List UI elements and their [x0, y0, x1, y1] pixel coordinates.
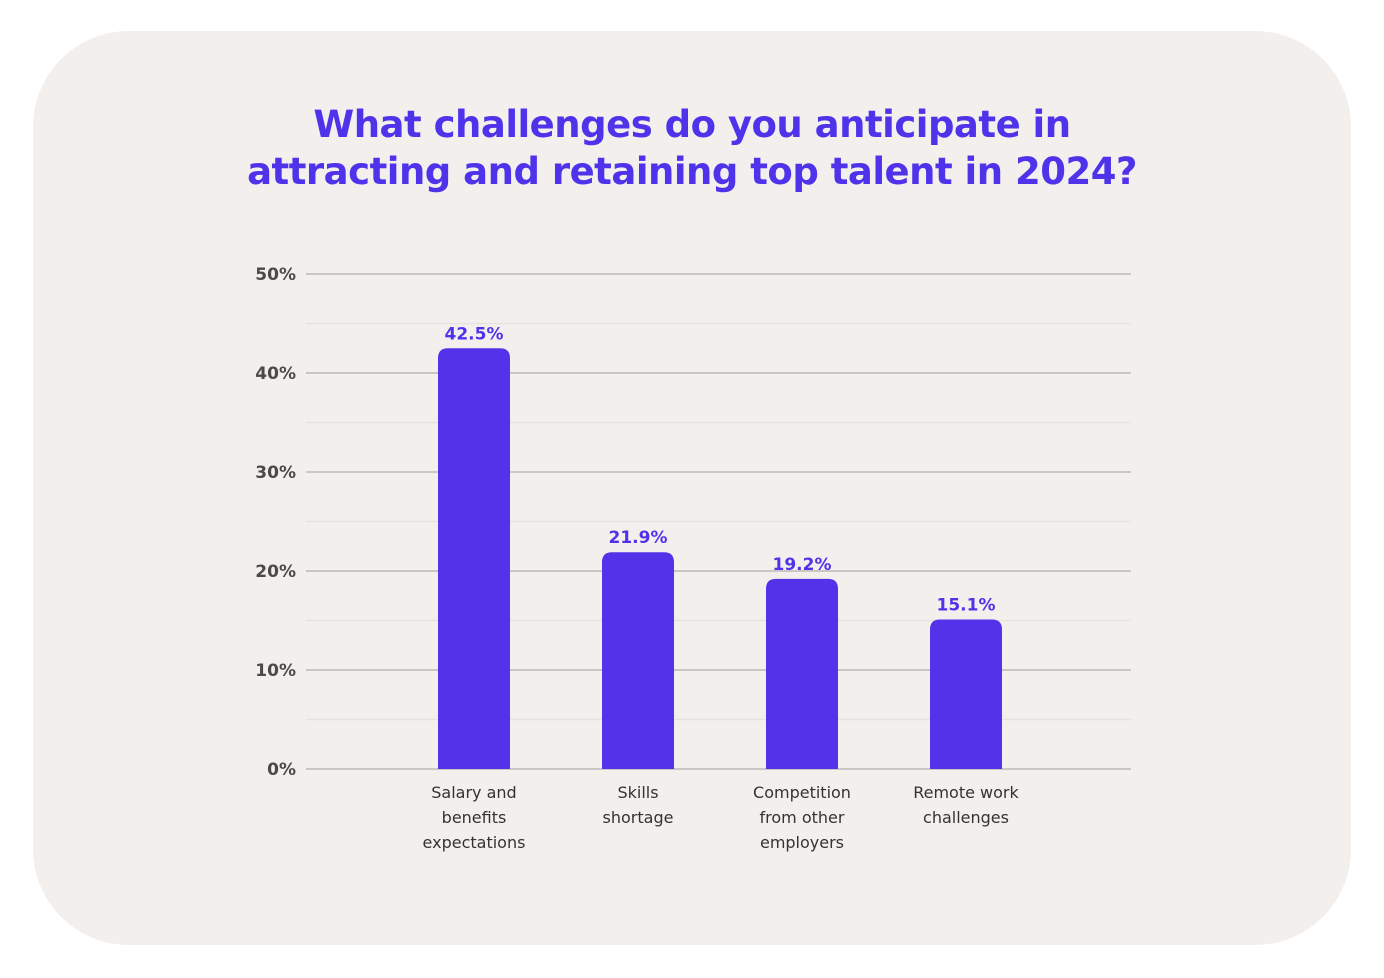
- x-tick-label: expectations: [423, 833, 526, 852]
- chart-title-line-1: What challenges do you anticipate in: [313, 103, 1071, 146]
- x-tick-label: employers: [760, 833, 844, 852]
- x-tick-label: shortage: [603, 808, 674, 827]
- value-labels: 42.5% 21.9% 19.2% 15.1%: [445, 324, 996, 615]
- bar-1: [438, 348, 510, 769]
- x-tick-label: Skills: [617, 783, 658, 802]
- x-tick-label: challenges: [923, 808, 1009, 827]
- chart-title-line-2: attracting and retaining top talent in 2…: [247, 150, 1137, 193]
- chart-grid: [306, 273, 1131, 770]
- x-tick-label: Remote work: [913, 783, 1019, 802]
- y-tick-label: 10%: [255, 661, 296, 681]
- y-tick-label: 30%: [255, 463, 296, 483]
- value-label: 19.2%: [773, 555, 832, 575]
- y-tick-label: 20%: [255, 562, 296, 582]
- chart-title: What challenges do you anticipate in att…: [0, 101, 1384, 195]
- x-axis: Salary and benefits expectations Skills shor…: [423, 783, 1020, 852]
- y-tick-label: 40%: [255, 364, 296, 384]
- y-axis: 0% 10% 20% 30% 40% 50%: [255, 265, 296, 780]
- chart-card: [33, 31, 1351, 945]
- y-tick-label: 50%: [255, 265, 296, 285]
- bar-4: [930, 619, 1002, 769]
- x-tick-label: Salary and: [431, 783, 516, 802]
- value-label: 21.9%: [609, 528, 668, 548]
- bar-3: [766, 578, 838, 769]
- chart-bars: [438, 348, 1002, 769]
- y-tick-label: 0%: [267, 760, 296, 780]
- x-tick-label: Competition: [753, 783, 851, 802]
- x-tick-label: benefits: [442, 808, 507, 827]
- value-label: 42.5%: [445, 324, 504, 344]
- bar-2: [602, 552, 674, 769]
- value-label: 15.1%: [937, 596, 996, 616]
- x-tick-label: from other: [760, 808, 845, 827]
